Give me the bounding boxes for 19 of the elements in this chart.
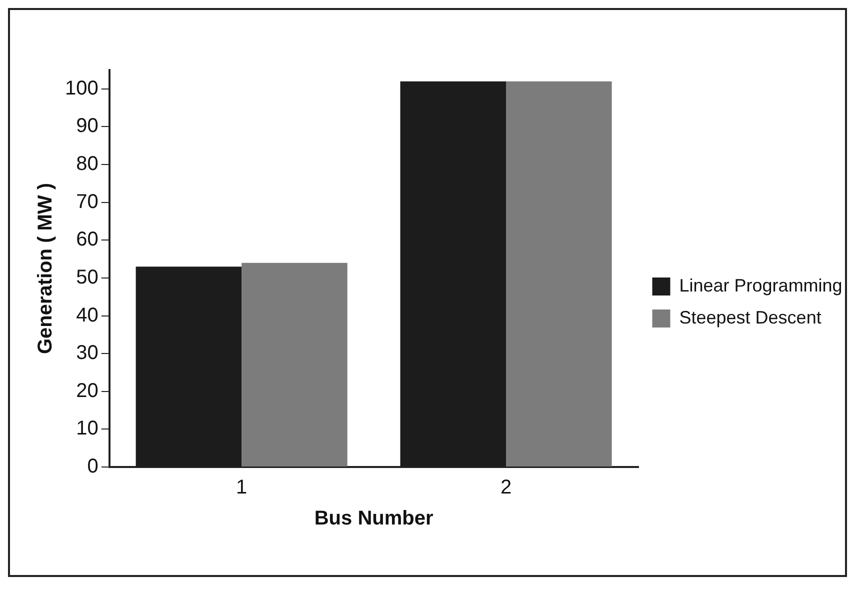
y-tick-label: 70	[76, 190, 98, 213]
bar	[242, 262, 348, 466]
y-tick-label: 60	[76, 228, 98, 251]
x-tick-label: 2	[500, 476, 512, 499]
x-axis-title: Bus Number	[314, 508, 434, 530]
y-tick-label: 90	[76, 115, 98, 138]
y-tick-label: 10	[76, 418, 98, 440]
bar	[506, 81, 612, 466]
y-tick-label: 50	[76, 266, 98, 288]
y-tick-label: 30	[76, 342, 98, 364]
y-tick-label: 80	[76, 153, 98, 176]
legend-label: Linear Programming	[679, 275, 842, 296]
y-tick-label: 20	[76, 380, 98, 402]
x-tick-label: 1	[236, 476, 248, 499]
legend-label: Steepest Descent	[679, 307, 822, 328]
y-axis-title: Generation ( MW )	[34, 182, 57, 354]
y-tick-label: 40	[76, 304, 98, 326]
y-tick-label: 100	[64, 77, 98, 100]
y-tick-label: 0	[87, 456, 98, 478]
